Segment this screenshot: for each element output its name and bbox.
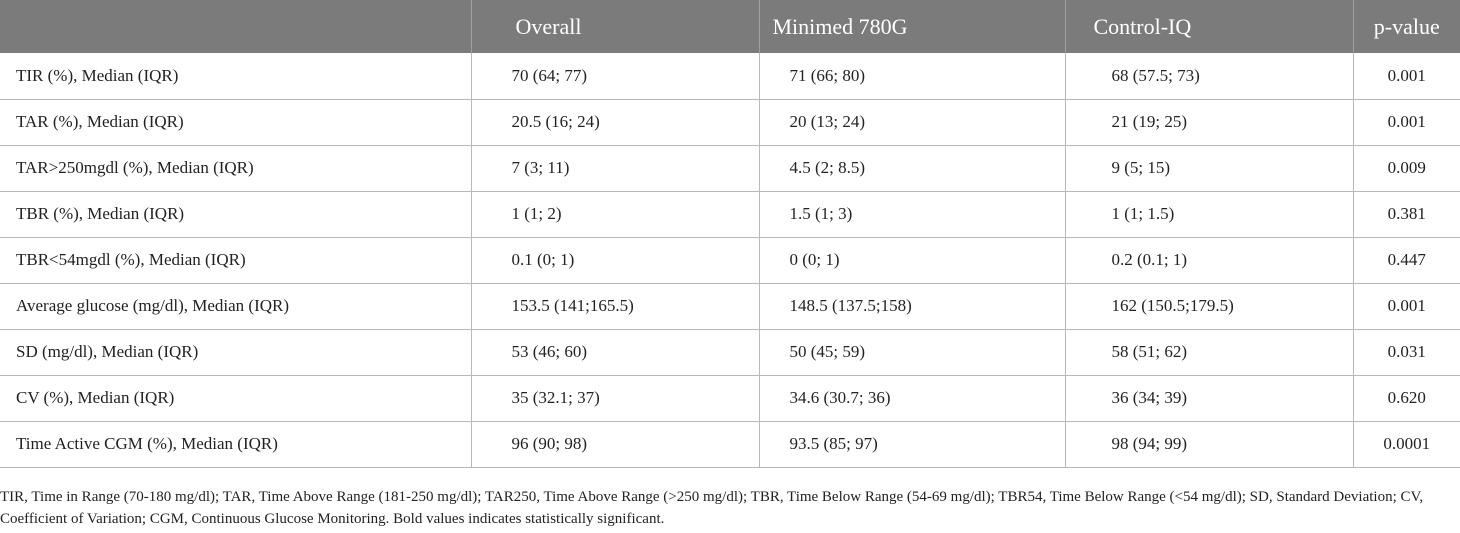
overall-value-cell: 70 (64; 77) — [470, 53, 759, 100]
header-cell-minimed-780g: Minimed 780G — [758, 0, 1065, 53]
table-row: TAR (%), Median (IQR) 20.5 (16; 24) 20 (13… — [0, 99, 1460, 146]
results-table: Overall Minimed 780G Control-IQ p-value … — [0, 0, 1460, 468]
control-iq-value-cell: 68 (57.5; 73) — [1064, 53, 1353, 100]
control-iq-value-cell: 21 (19; 25) — [1064, 99, 1353, 146]
table-row: TIR (%), Median (IQR) 70 (64; 77) 71 (66; … — [0, 53, 1460, 100]
overall-value-cell: 53 (46; 60) — [470, 329, 759, 376]
header-cell-p-value: p-value — [1352, 0, 1460, 53]
minimed-780g-value-cell: 4.5 (2; 8.5) — [758, 145, 1065, 192]
minimed-780g-value-cell: 50 (45; 59) — [758, 329, 1065, 376]
minimed-780g-value-cell: 20 (13; 24) — [758, 99, 1065, 146]
p-value-cell: 0.447 — [1352, 237, 1460, 284]
row-label-cell: TAR>250mgdl (%), Median (IQR) — [0, 145, 471, 192]
table-row: Time Active CGM (%), Median (IQR) 96 (90;… — [0, 421, 1460, 468]
minimed-780g-value-cell: 34.6 (30.7; 36) — [758, 375, 1065, 422]
p-value-cell: 0.001 — [1352, 53, 1460, 100]
p-value-cell: 0.009 — [1352, 145, 1460, 192]
overall-value-cell: 153.5 (141;165.5) — [470, 283, 759, 330]
overall-value-cell: 96 (90; 98) — [470, 421, 759, 468]
minimed-780g-value-cell: 1.5 (1; 3) — [758, 191, 1065, 238]
table-row: CV (%), Median (IQR) 35 (32.1; 37) 34.6 (3… — [0, 375, 1460, 422]
row-label-cell: Time Active CGM (%), Median (IQR) — [0, 421, 471, 468]
p-value-cell: 0.001 — [1352, 99, 1460, 146]
minimed-780g-value-cell: 148.5 (137.5;158) — [758, 283, 1065, 330]
minimed-780g-value-cell: 0 (0; 1) — [758, 237, 1065, 284]
p-value-cell: 0.381 — [1352, 191, 1460, 238]
table-row: Average glucose (mg/dl), Median (IQR) 153… — [0, 283, 1460, 330]
table-body: TIR (%), Median (IQR) 70 (64; 77) 71 (66; … — [0, 53, 1460, 468]
overall-value-cell: 35 (32.1; 37) — [470, 375, 759, 422]
table-footnote: TIR, Time in Range (70-180 mg/dl); TAR, … — [0, 489, 1424, 527]
minimed-780g-value-cell: 71 (66; 80) — [758, 53, 1065, 100]
control-iq-value-cell: 9 (5; 15) — [1064, 145, 1353, 192]
p-value-cell: 0.620 — [1352, 375, 1460, 422]
control-iq-value-cell: 98 (94; 99) — [1064, 421, 1353, 468]
minimed-780g-value-cell: 93.5 (85; 97) — [758, 421, 1065, 468]
row-label-cell: TIR (%), Median (IQR) — [0, 53, 471, 100]
p-value-cell: 0.0001 — [1352, 421, 1460, 468]
header-cell-overall: Overall — [470, 0, 759, 53]
overall-value-cell: 0.1 (0; 1) — [470, 237, 759, 284]
table-row: TBR<54mgdl (%), Median (IQR) 0.1 (0; 1) 0 … — [0, 237, 1460, 284]
table-row: TAR>250mgdl (%), Median (IQR) 7 (3; 11) 4.… — [0, 145, 1460, 192]
control-iq-value-cell: 1 (1; 1.5) — [1064, 191, 1353, 238]
row-label-cell: CV (%), Median (IQR) — [0, 375, 471, 422]
control-iq-value-cell: 58 (51; 62) — [1064, 329, 1353, 376]
control-iq-value-cell: 36 (34; 39) — [1064, 375, 1353, 422]
table-header: Overall Minimed 780G Control-IQ p-value — [0, 0, 1460, 53]
header-row: Overall Minimed 780G Control-IQ p-value — [0, 0, 1460, 53]
p-value-cell: 0.001 — [1352, 283, 1460, 330]
header-cell-control-iq: Control-IQ — [1064, 0, 1353, 53]
row-label-cell: TBR (%), Median (IQR) — [0, 191, 471, 238]
header-cell-empty — [0, 0, 471, 53]
table-row: SD (mg/dl), Median (IQR) 53 (46; 60) 50 (4… — [0, 329, 1460, 376]
row-label-cell: TAR (%), Median (IQR) — [0, 99, 471, 146]
p-value-cell: 0.031 — [1352, 329, 1460, 376]
table-row: TBR (%), Median (IQR) 1 (1; 2) 1.5 (1; 3) 1… — [0, 191, 1460, 238]
control-iq-value-cell: 0.2 (0.1; 1) — [1064, 237, 1353, 284]
overall-value-cell: 20.5 (16; 24) — [470, 99, 759, 146]
row-label-cell: SD (mg/dl), Median (IQR) — [0, 329, 471, 376]
row-label-cell: Average glucose (mg/dl), Median (IQR) — [0, 283, 471, 330]
overall-value-cell: 1 (1; 2) — [470, 191, 759, 238]
overall-value-cell: 7 (3; 11) — [470, 145, 759, 192]
row-label-cell: TBR<54mgdl (%), Median (IQR) — [0, 237, 471, 284]
control-iq-value-cell: 162 (150.5;179.5) — [1064, 283, 1353, 330]
